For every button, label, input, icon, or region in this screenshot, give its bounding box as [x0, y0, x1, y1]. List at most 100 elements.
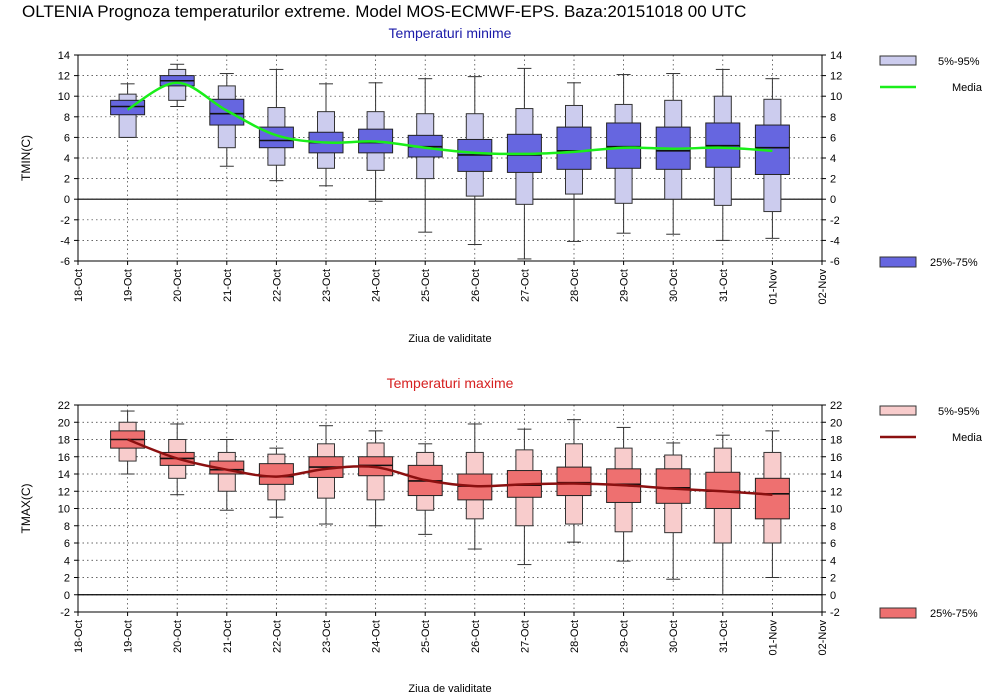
tmin-chart: Temperaturi minime TMIN(C) Ziua de valid…: [19, 25, 983, 345]
x-tick-label: 26-Oct: [470, 620, 482, 653]
box-21-Oct: [209, 73, 245, 167]
plot-background: [78, 55, 822, 261]
mean-line: [127, 438, 773, 496]
y-tick-label-right: -2: [830, 607, 840, 619]
box-25-75: [556, 126, 592, 170]
y-tick-label-left: 14: [58, 469, 70, 481]
x-axis-label: Ziua de validitate: [408, 683, 491, 695]
page-title: OLTENIA Prognoza temperaturilor extreme.…: [22, 2, 747, 21]
x-tick-label: 20-Oct: [172, 620, 184, 653]
x-tick-label: 19-Oct: [123, 269, 135, 302]
y-tick-label-right: 0: [830, 590, 836, 602]
y-tick-label-right: 6: [830, 538, 836, 550]
x-tick-label: 18-Oct: [73, 269, 85, 302]
x-tick-label: 30-Oct: [668, 620, 680, 653]
x-tick-label: 27-Oct: [519, 269, 531, 302]
y-tick-label-left: -6: [60, 256, 70, 268]
x-tick-label: 18-Oct: [73, 620, 85, 653]
mean-line: [126, 81, 773, 156]
y-tick-label-left: 0: [64, 590, 70, 602]
y-tick-label-left: 14: [58, 50, 70, 62]
y-tick-label-left: -4: [60, 235, 70, 247]
y-tick-label-right: -2: [830, 215, 840, 227]
y-axis-label: TMIN(C): [19, 135, 33, 181]
x-tick-label: 26-Oct: [470, 269, 482, 302]
box-01-Nov: [754, 430, 790, 578]
box-29-Oct: [606, 74, 642, 234]
y-tick-label-right: 4: [830, 153, 836, 165]
box-25-75: [606, 122, 642, 169]
x-tick-label: 23-Oct: [321, 620, 333, 653]
y-tick-label-left: 4: [64, 153, 70, 165]
y-tick-label-right: 12: [830, 486, 842, 498]
y-tick-label-left: 6: [64, 132, 70, 144]
y-tick-label-right: 2: [830, 174, 836, 186]
box-23-Oct: [308, 425, 344, 525]
y-tick-label-right: 20: [830, 417, 842, 429]
x-tick-label: 27-Oct: [519, 620, 531, 653]
x-tick-label: 28-Oct: [569, 269, 581, 302]
y-tick-label-right: 14: [830, 50, 842, 62]
legend-swatch-25-75: [879, 256, 917, 268]
legend-label-5-95: 5%-95%: [938, 56, 980, 68]
y-tick-label-right: -6: [830, 256, 840, 268]
box-01-Nov: [754, 78, 790, 239]
y-tick-label-right: 0: [830, 194, 836, 206]
y-tick-label-right: 2: [830, 573, 836, 585]
x-tick-label: 22-Oct: [271, 269, 283, 302]
x-tick-label: 24-Oct: [371, 269, 383, 302]
y-tick-label-right: 4: [830, 555, 836, 567]
y-tick-label-left: 12: [58, 486, 70, 498]
box-31-Oct: [705, 68, 741, 241]
x-tick-label: 28-Oct: [569, 620, 581, 653]
x-tick-label: 02-Nov: [817, 620, 829, 656]
legend-swatch-5-95: [879, 405, 917, 416]
x-axis-label: Ziua de validitate: [408, 333, 491, 345]
x-tick-label: 31-Oct: [718, 269, 730, 302]
x-tick-label: 02-Nov: [817, 269, 829, 305]
legend-label-5-95: 5%-95%: [938, 406, 980, 418]
box-25-75: [258, 463, 294, 485]
chart-title: Temperaturi minime: [389, 25, 512, 41]
legend-label-media: Media: [952, 432, 983, 444]
y-tick-label-left: 10: [58, 91, 70, 103]
y-tick-label-left: 18: [58, 435, 70, 447]
x-tick-label: 31-Oct: [718, 620, 730, 653]
y-tick-label-right: 10: [830, 504, 842, 516]
y-tick-label-left: -2: [60, 607, 70, 619]
y-tick-label-right: 22: [830, 400, 842, 412]
y-tick-label-left: 0: [64, 194, 70, 206]
y-tick-label-right: 18: [830, 435, 842, 447]
y-tick-label-right: 10: [830, 91, 842, 103]
plot-area: [77, 54, 823, 262]
x-tick-label: 25-Oct: [420, 620, 432, 653]
box-25-75: [556, 466, 592, 497]
box-26-Oct: [457, 76, 493, 246]
legend-label-25-75: 25%-75%: [930, 257, 978, 269]
y-tick-label-left: 6: [64, 538, 70, 550]
y-tick-label-right: 8: [830, 112, 836, 124]
x-tick-label: 24-Oct: [371, 620, 383, 653]
axes: -6 -6 -4 -4 -2 -2 0 0 2 2 4 4 6 6 8 8 10 10 12 12 14 14 18-Oct…: [58, 50, 843, 304]
y-tick-label-left: 8: [64, 521, 70, 533]
y-tick-label-left: 10: [58, 504, 70, 516]
y-tick-label-right: 16: [830, 452, 842, 464]
y-tick-label-right: 6: [830, 132, 836, 144]
chart-title: Temperaturi maxime: [387, 375, 514, 391]
x-tick-label: 29-Oct: [619, 269, 631, 302]
legend: 5%-95% Media 25%-75%: [879, 405, 983, 620]
y-tick-label-left: 12: [58, 71, 70, 83]
tmax-chart: Temperaturi maxime TMAX(C) Ziua de valid…: [19, 375, 983, 695]
y-tick-label-left: 22: [58, 400, 70, 412]
box-25-75: [754, 477, 790, 520]
legend: 5%-95% Media 25%-75%: [879, 55, 983, 269]
y-tick-label-left: 16: [58, 452, 70, 464]
box-28-Oct: [556, 82, 592, 242]
plot-background: [78, 405, 822, 612]
legend-swatch-25-75: [879, 607, 917, 619]
y-tick-label-left: 20: [58, 417, 70, 429]
y-tick-label-left: 2: [64, 573, 70, 585]
x-tick-label: 25-Oct: [420, 269, 432, 302]
